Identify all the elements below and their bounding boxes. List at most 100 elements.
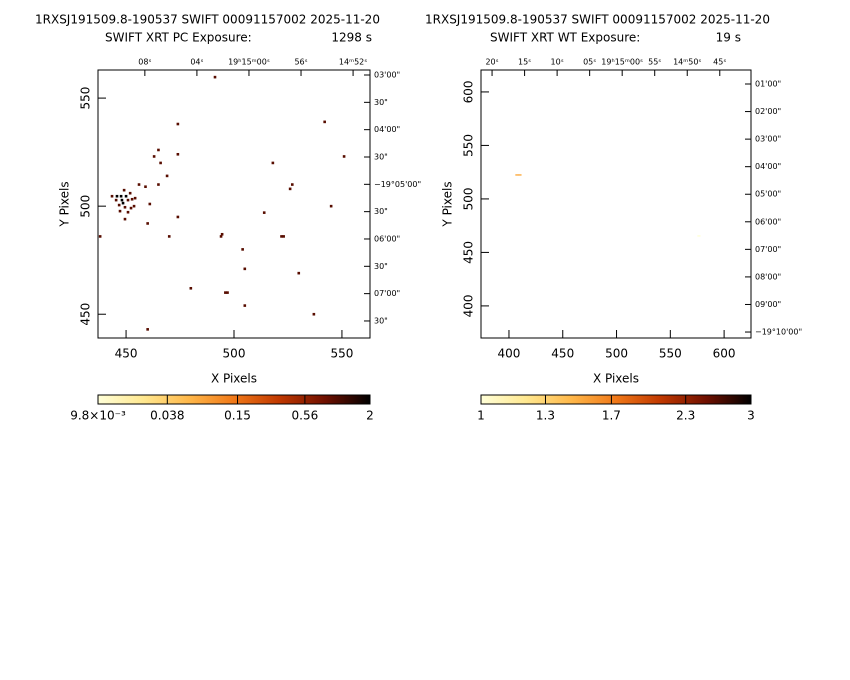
colorbar-tick-label: 1.7 — [602, 409, 621, 423]
y-tick-label: 500 — [79, 195, 93, 218]
pixel — [120, 198, 124, 202]
pixel — [271, 161, 275, 165]
pixel — [697, 235, 701, 237]
y-axis-label: Y Pixels — [58, 181, 72, 227]
x-tick-label: 450 — [551, 347, 574, 361]
pixel — [144, 185, 147, 189]
exposure: 1298 s — [331, 31, 372, 45]
pixel — [119, 194, 123, 198]
ra-tick-label: 05ˢ — [583, 58, 596, 67]
dec-tick-label: 04'00" — [755, 162, 781, 171]
dec-tick-label: 09'00" — [755, 300, 781, 309]
pixel — [126, 210, 130, 214]
pixel — [329, 204, 333, 208]
pixel — [159, 161, 162, 165]
pixel — [323, 120, 326, 124]
pixel — [121, 201, 125, 205]
dec-tick-label: −19°05'00" — [374, 180, 421, 189]
pixel — [157, 183, 160, 186]
pixel — [342, 155, 346, 158]
pixel — [312, 312, 316, 316]
pixel — [241, 248, 244, 251]
pixel — [176, 152, 180, 156]
pixel — [518, 174, 522, 176]
colorbar-tick-label: 1.3 — [536, 409, 555, 423]
pixel — [129, 206, 133, 210]
pixel — [115, 194, 119, 198]
pixel — [213, 75, 217, 79]
dec-tick-label: 03'00" — [374, 71, 400, 80]
pixel — [224, 291, 227, 294]
pixel — [297, 271, 301, 275]
pixel — [219, 235, 223, 238]
x-tick-label: 600 — [713, 347, 736, 361]
panel-title: 1RXSJ191509.8-190537 SWIFT 00091157002 2… — [425, 13, 770, 27]
pixel — [282, 235, 285, 238]
ra-tick-label: 19ʰ15ᵐ00ˢ — [601, 58, 643, 67]
dec-tick-label: 01'00" — [755, 80, 781, 89]
x-tick-label: 400 — [498, 347, 521, 361]
y-tick-label: 450 — [79, 303, 93, 326]
colorbar-tick-label: 2 — [366, 409, 374, 423]
pixel — [122, 188, 126, 192]
pixel — [165, 174, 169, 178]
dec-tick-label: 06'00" — [755, 217, 781, 226]
ra-tick-label: 55ˢ — [648, 58, 661, 67]
pixel — [146, 222, 149, 225]
dec-tick-label: 07'00" — [755, 245, 781, 254]
pixel — [226, 291, 229, 294]
pixel — [114, 198, 118, 202]
pixel — [220, 232, 224, 236]
y-tick-label: 500 — [462, 187, 476, 210]
x-tick-label: 550 — [330, 347, 353, 361]
panel-subtitle: SWIFT XRT WT Exposure: — [490, 31, 640, 45]
dec-tick-label: 04'00" — [374, 125, 400, 134]
colorbar — [97, 394, 371, 405]
panel-title: 1RXSJ191509.8-190537 SWIFT 00091157002 2… — [35, 13, 380, 27]
colorbar-tick-label: 3 — [747, 409, 755, 423]
ra-tick-label: 08ˢ — [138, 58, 151, 67]
pixel — [288, 187, 292, 191]
dec-tick-label: 30" — [374, 316, 388, 325]
pixel — [126, 198, 130, 202]
x-tick-label: 550 — [659, 347, 682, 361]
pixel — [176, 215, 180, 219]
dec-tick-label: 30" — [374, 152, 388, 161]
ra-tick-label: 14ᵐ50ˢ — [673, 58, 701, 67]
pixel — [176, 122, 180, 126]
dec-tick-label: 03'00" — [755, 135, 781, 144]
colorbar-tick-label: 0.56 — [292, 409, 319, 423]
x-tick-label: 500 — [605, 347, 628, 361]
pixel — [262, 211, 266, 214]
pixel — [117, 203, 121, 207]
colorbar-tick-label: 9.8×10⁻³ — [70, 409, 126, 423]
dec-tick-label: 06'00" — [374, 234, 400, 243]
ra-tick-label: 20ˢ — [485, 58, 498, 67]
dec-tick-label: 30" — [374, 207, 388, 216]
pixel — [98, 235, 102, 238]
plot-frame — [480, 69, 752, 339]
dec-tick-label: 08'00" — [755, 272, 781, 281]
y-axis-label: Y Pixels — [441, 181, 455, 227]
pixel — [280, 235, 283, 238]
x-tick-label: 450 — [115, 347, 138, 361]
y-tick-label: 600 — [462, 80, 476, 103]
ra-tick-label: 10ˢ — [551, 58, 564, 67]
pixel — [189, 286, 193, 290]
y-tick-label: 550 — [462, 134, 476, 157]
pixel — [146, 328, 149, 331]
pixel — [133, 196, 137, 200]
colorbar-tick-label: 1 — [477, 409, 485, 423]
x-tick-label: 500 — [223, 347, 246, 361]
pixel — [124, 194, 128, 198]
pixel — [110, 194, 114, 198]
dec-tick-label: 05'00" — [755, 190, 781, 199]
pixel — [128, 191, 132, 195]
pixel — [243, 304, 247, 307]
ra-tick-label: 15ˢ — [518, 58, 531, 67]
pixel — [290, 183, 294, 186]
dec-tick-label: 30" — [374, 262, 388, 271]
pixel — [123, 217, 127, 221]
panel-subtitle: SWIFT XRT PC Exposure: — [105, 31, 252, 45]
